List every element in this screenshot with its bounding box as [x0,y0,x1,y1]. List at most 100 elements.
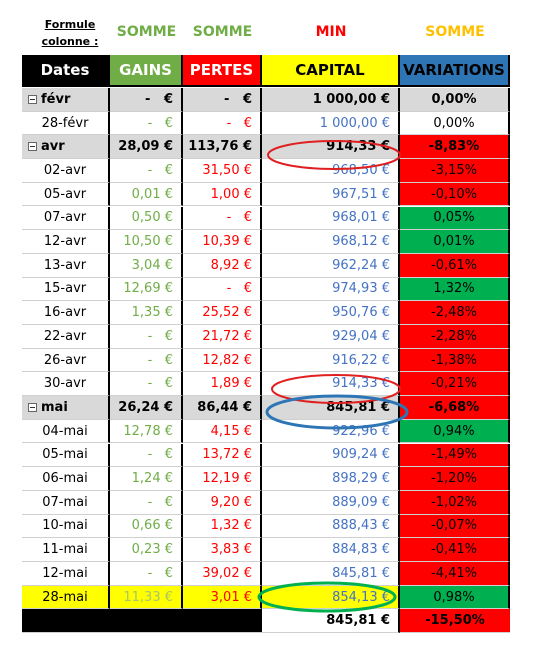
collapse-icon[interactable] [28,402,37,412]
cell-text: -0,10% [431,186,477,202]
cell-text: 845,81 € [332,565,390,581]
cell-text: 929,04 € [332,328,390,344]
cell: 16-avr [22,301,110,325]
cell-text: 1,24 € [131,471,173,487]
cell-text: 25,52 € [202,305,252,321]
cell-text: 1 000,00 € [312,91,390,107]
cell: 25,52 € [183,301,262,325]
cell: 914,33 € [262,372,400,397]
cell-text: - € [147,328,173,344]
cell-text: -0,07% [431,518,477,534]
column-header: Dates [22,55,110,87]
cell-text: 1,00 € [210,186,252,202]
cell-text: 30-avr [43,376,87,392]
cell: -1,02% [400,490,510,515]
cell: 967,51 € [262,182,400,207]
cell: 05-avr [22,182,110,207]
cell-text: 1,89 € [210,376,252,392]
cell-text: 12,19 € [202,471,252,487]
column-header: VARIATIONS [400,55,510,87]
cell-text: 916,22 € [332,352,390,368]
total-capital: 845,81 € [262,609,400,634]
cell-text: 15-avr [43,281,87,297]
cell-text: 113,76 € [188,139,252,155]
cell: 968,12 € [262,230,400,254]
cell-text: 0,05% [433,210,475,226]
cell: - € [183,88,262,112]
formula-function: SOMME [425,24,485,40]
cell: 13-avr [22,253,110,278]
cell: 845,81 € [262,396,400,420]
cell: 950,76 € [262,301,400,325]
cell: - € [110,562,183,586]
column-header: PERTES [183,55,262,87]
cell: - € [110,443,183,468]
cell-text: 3,01 € [210,589,252,605]
cell: 04-mai [22,419,110,444]
cell-text: 968,50 € [332,162,390,178]
cell: 888,43 € [262,514,400,539]
cell: - € [183,206,262,231]
cell: - € [183,277,262,302]
cell-text: -1,38% [431,352,477,368]
cell: 113,76 € [183,135,262,160]
cell-text: 967,51 € [332,186,390,202]
cell: févr [22,88,110,112]
cell: -0,10% [400,182,510,207]
cell-text: - € [147,162,173,178]
cell: 12,82 € [183,348,262,373]
cell: - € [110,372,183,397]
cell: -0,21% [400,372,510,397]
cell: 39,02 € [183,562,262,586]
cell: 31,50 € [183,159,262,183]
cell: - € [110,325,183,349]
cell: - € [110,88,183,112]
cell-text: févr [41,91,71,107]
cell: 21,72 € [183,325,262,349]
formula-function: SOMME [116,24,177,40]
cell-text: 962,24 € [332,257,390,273]
cell-text: - € [147,494,173,510]
cell-text: 9,20 € [210,494,252,510]
cell: 0,94% [400,419,510,444]
cell: 1,89 € [183,372,262,397]
cell: -0,41% [400,538,510,562]
cell: -4,41% [400,562,510,586]
cell-text: - € [147,447,173,463]
cell: -1,38% [400,348,510,373]
collapse-icon[interactable] [28,94,37,104]
collapse-icon[interactable] [28,142,37,152]
cell-text: - € [226,115,252,131]
cell: 1 000,00 € [262,88,400,112]
cell: mai [22,396,110,420]
cell-text: 1,32% [433,281,475,297]
cell-text: -1,02% [431,494,477,510]
cell: 968,01 € [262,206,400,231]
cell: 916,22 € [262,348,400,373]
cell: 02-avr [22,159,110,183]
cell-text: 0,01 € [131,186,173,202]
cell-text: 3,04 € [131,257,173,273]
cell: 1,32 € [183,514,262,539]
cell: 845,81 € [262,562,400,586]
cell: 26,24 € [110,396,183,420]
cell-text: -2,48% [431,305,477,321]
cell-text: 1,35 € [131,305,173,321]
cell-text: 21,72 € [202,328,252,344]
cell-text: 950,76 € [332,305,390,321]
cell: 0,01% [400,230,510,254]
cell-text: 22-avr [43,328,87,344]
cell: -3,15% [400,159,510,183]
cell-text: 8,92 € [210,257,252,273]
cell: -1,20% [400,467,510,491]
cell: -8,83% [400,135,510,160]
cell-text: 11,33 € [123,589,173,605]
cell-text: 845,81 € [326,399,390,415]
cell-text: 12-avr [43,234,87,250]
cell: 884,83 € [262,538,400,562]
cell: 12,69 € [110,277,183,302]
cell: - € [183,111,262,136]
cell: 0,50 € [110,206,183,231]
cell-text: - € [223,91,252,107]
cell: 28-févr [22,111,110,136]
